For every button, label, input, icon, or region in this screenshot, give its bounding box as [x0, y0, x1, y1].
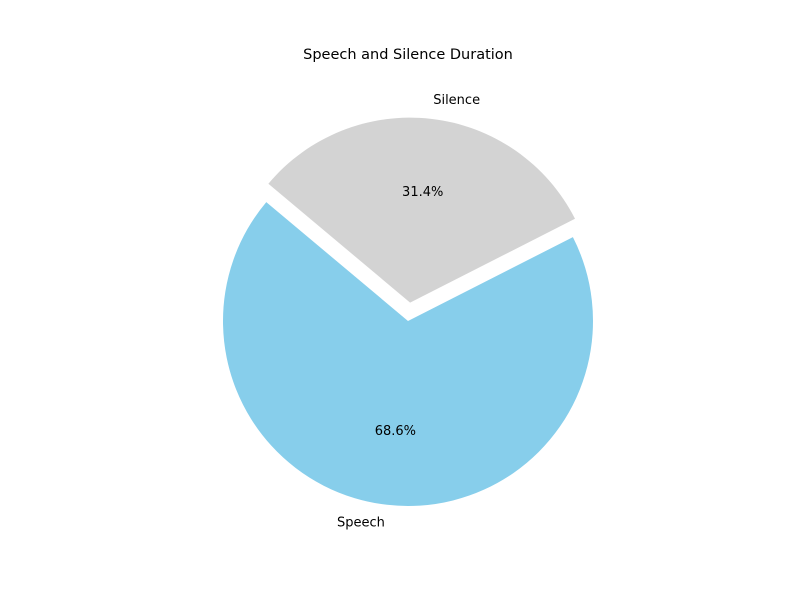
- chart-title: Speech and Silence Duration: [303, 47, 513, 63]
- percent-label-silence: 31.4%: [402, 185, 443, 200]
- pie-slice-silence: [268, 117, 575, 303]
- slice-label-silence: Silence: [433, 93, 480, 108]
- percent-label-speech: 68.6%: [375, 424, 416, 439]
- slice-label-speech: Speech: [337, 516, 385, 531]
- pie-slice-speech: [222, 202, 593, 507]
